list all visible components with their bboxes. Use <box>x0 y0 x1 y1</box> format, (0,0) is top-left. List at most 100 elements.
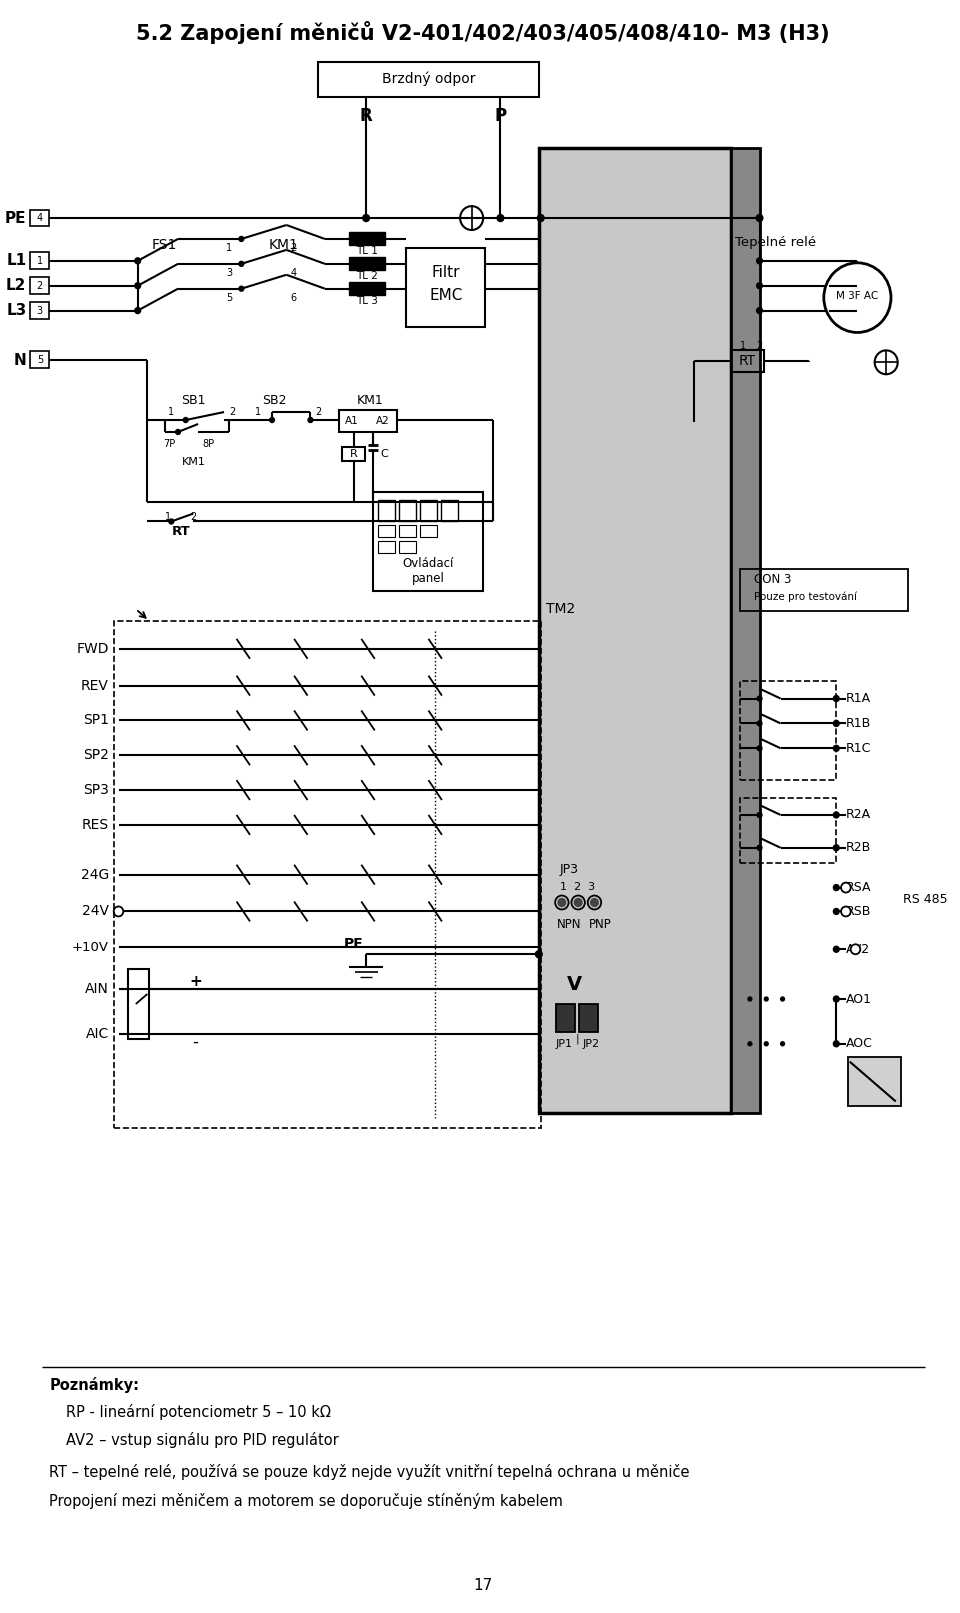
Text: CON 3: CON 3 <box>754 573 791 586</box>
Text: RT – tepelné relé, používá se pouze když nejde využít vnitřní tepelná ochrana u : RT – tepelné relé, používá se pouze když… <box>49 1463 690 1479</box>
Bar <box>398 542 416 553</box>
Circle shape <box>841 907 851 916</box>
Bar <box>377 542 395 553</box>
Text: C: C <box>380 448 388 458</box>
Circle shape <box>363 215 370 221</box>
Circle shape <box>833 995 839 1002</box>
Text: 4: 4 <box>290 268 297 277</box>
Text: Filtr: Filtr <box>431 265 460 281</box>
Text: TL 1: TL 1 <box>356 245 378 256</box>
Circle shape <box>757 813 762 818</box>
Bar <box>539 148 731 1113</box>
Circle shape <box>558 898 565 907</box>
Text: L1: L1 <box>7 253 27 268</box>
Text: PE: PE <box>5 211 27 226</box>
Bar <box>113 621 540 1129</box>
Text: AO1: AO1 <box>846 992 872 1005</box>
Text: 7P: 7P <box>163 439 176 448</box>
Text: 5: 5 <box>36 355 43 365</box>
Text: FS1: FS1 <box>152 237 178 252</box>
Text: AV2 – vstup signálu pro PID regulátor: AV2 – vstup signálu pro PID regulátor <box>65 1432 339 1448</box>
Circle shape <box>764 997 768 1002</box>
Circle shape <box>536 950 542 958</box>
Text: 3: 3 <box>36 305 43 316</box>
Circle shape <box>757 697 762 702</box>
Text: TM2: TM2 <box>545 602 575 616</box>
Circle shape <box>757 721 762 726</box>
Text: A2: A2 <box>375 416 390 426</box>
Text: 1: 1 <box>226 244 232 253</box>
Text: SP1: SP1 <box>83 713 108 727</box>
Bar <box>339 410 396 432</box>
Circle shape <box>780 1042 784 1045</box>
Text: 8P: 8P <box>203 439 215 448</box>
Bar <box>377 526 395 537</box>
Text: PNP: PNP <box>588 918 612 931</box>
Text: 6: 6 <box>290 292 297 303</box>
Bar <box>398 526 416 537</box>
Circle shape <box>590 898 598 907</box>
Text: +10V: +10V <box>72 940 108 953</box>
Bar <box>731 148 759 1113</box>
Text: Propojení mezi měničem a motorem se doporučuje stíněným kabelem: Propojení mezi měničem a motorem se dopo… <box>49 1494 564 1510</box>
Text: AOC: AOC <box>846 1037 873 1050</box>
Bar <box>348 256 385 269</box>
Bar <box>731 350 764 373</box>
Text: R: R <box>360 106 372 124</box>
Text: R1C: R1C <box>846 742 872 755</box>
Text: RT: RT <box>171 524 190 537</box>
Circle shape <box>780 997 784 1002</box>
Bar <box>342 447 365 461</box>
Circle shape <box>113 907 123 916</box>
Circle shape <box>824 263 891 332</box>
Circle shape <box>756 282 762 289</box>
Circle shape <box>183 418 188 423</box>
Text: 2: 2 <box>228 406 235 418</box>
Text: Pouze pro testování: Pouze pro testování <box>754 592 856 602</box>
Text: JP3: JP3 <box>560 863 579 876</box>
Circle shape <box>239 286 244 292</box>
Text: 4: 4 <box>36 213 43 223</box>
Circle shape <box>756 308 762 313</box>
Text: NPN: NPN <box>557 918 582 931</box>
Text: 24V: 24V <box>82 905 108 918</box>
Text: RP - lineární potenciometr 5 – 10 kΩ: RP - lineární potenciometr 5 – 10 kΩ <box>65 1403 330 1419</box>
Text: 1: 1 <box>740 342 747 352</box>
Text: 5.2 Zapojení měničů V2-401/402/403/405/408/410- M3 (H3): 5.2 Zapojení měničů V2-401/402/403/405/4… <box>136 21 830 44</box>
Text: R: R <box>349 448 357 458</box>
Circle shape <box>134 258 140 265</box>
Text: KM1: KM1 <box>356 394 383 406</box>
Circle shape <box>841 882 851 892</box>
Text: 1: 1 <box>164 511 171 521</box>
Text: RES: RES <box>82 818 108 832</box>
Text: +: + <box>189 974 202 989</box>
Bar <box>31 352 49 368</box>
Bar <box>579 1003 598 1032</box>
Text: TL 3: TL 3 <box>356 295 378 305</box>
Text: -: - <box>192 1032 198 1050</box>
Text: 2: 2 <box>290 244 297 253</box>
Circle shape <box>833 884 839 890</box>
Text: JP1: JP1 <box>555 1039 572 1048</box>
Text: 17: 17 <box>473 1579 492 1594</box>
Text: 2: 2 <box>315 406 322 418</box>
Bar <box>348 232 385 245</box>
Bar <box>348 282 385 295</box>
Circle shape <box>833 947 839 952</box>
Bar <box>398 500 416 521</box>
Circle shape <box>833 845 839 850</box>
Text: AIC: AIC <box>85 1027 108 1040</box>
Circle shape <box>308 418 313 423</box>
Circle shape <box>748 997 752 1002</box>
Circle shape <box>757 745 762 750</box>
Bar <box>31 277 49 294</box>
Text: SB2: SB2 <box>262 394 286 406</box>
Circle shape <box>833 811 839 818</box>
Text: R1B: R1B <box>846 716 871 731</box>
Text: M 3F AC: M 3F AC <box>836 290 878 300</box>
Text: 2: 2 <box>36 281 43 290</box>
Circle shape <box>833 721 839 726</box>
Text: 2: 2 <box>756 342 763 352</box>
Circle shape <box>239 261 244 266</box>
Text: P: P <box>494 106 507 124</box>
